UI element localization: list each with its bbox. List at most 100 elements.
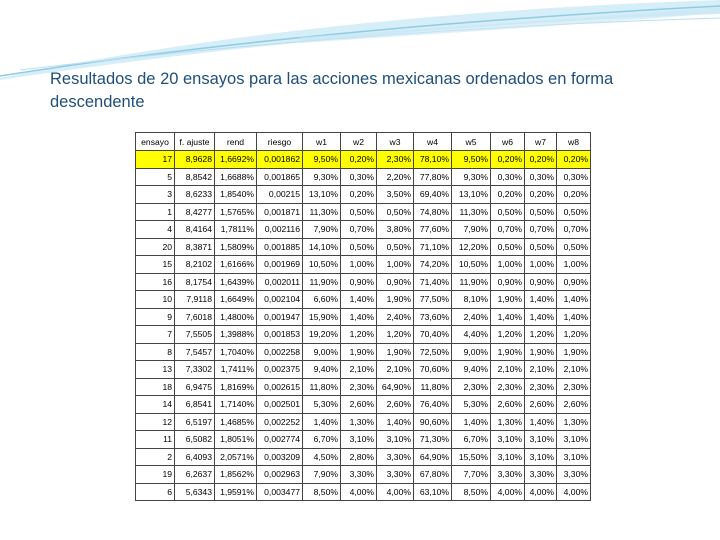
table-cell: 6,5082 xyxy=(174,430,215,449)
table-row: 8 7,5457 1,7040% 0,002258 9,00% 1,90% 1,90% 72,… xyxy=(135,342,591,361)
column-header: w4 xyxy=(413,132,452,151)
table-cell: 1,90% xyxy=(376,290,414,309)
table-cell: 1,90% xyxy=(340,342,377,361)
table-cell: 3,10% xyxy=(556,447,591,466)
table-cell: 0,30% xyxy=(490,167,525,186)
table-cell: 0,002252 xyxy=(256,412,303,431)
table-cell: 13 xyxy=(135,360,175,379)
column-header: w2 xyxy=(340,132,377,151)
table-cell: 0,002116 xyxy=(256,220,303,239)
table-cell: 1,6166% xyxy=(214,255,257,274)
table-cell: 0,50% xyxy=(376,202,414,221)
table-cell: 0,50% xyxy=(556,202,591,221)
table-cell: 9 xyxy=(135,307,175,326)
table-cell: 11,90% xyxy=(302,272,341,291)
table-cell: 0,70% xyxy=(340,220,377,239)
table-cell: 6,8541 xyxy=(174,395,215,414)
table-cell: 9,50% xyxy=(302,150,341,169)
table-cell: 2,60% xyxy=(490,395,525,414)
table-cell: 2,40% xyxy=(376,307,414,326)
table-cell: 8,2102 xyxy=(174,255,215,274)
table-cell: 1,8169% xyxy=(214,377,257,396)
table-cell: 12,20% xyxy=(451,237,491,256)
table-cell: 16 xyxy=(135,272,175,291)
table-cell: 2,10% xyxy=(340,360,377,379)
table-cell: 1,40% xyxy=(302,412,341,431)
table-cell: 8,3871 xyxy=(174,237,215,256)
table-cell: 8,6233 xyxy=(174,185,215,204)
table-cell: 6,70% xyxy=(451,430,491,449)
table-cell: 2,30% xyxy=(451,377,491,396)
table-cell: 1,20% xyxy=(340,325,377,344)
table-cell: 0,90% xyxy=(524,272,557,291)
column-header: w1 xyxy=(302,132,341,151)
table-row: 4 8,4164 1,7811% 0,002116 7,90% 0,70% 3,80% 77,… xyxy=(135,220,591,239)
table-cell: 2,30% xyxy=(490,377,525,396)
table-cell: 0,50% xyxy=(524,237,557,256)
table-cell: 2,60% xyxy=(556,395,591,414)
table-cell: 1 xyxy=(135,202,175,221)
table-row: 14 6,8541 1,7140% 0,002501 5,30% 2,60% 2,60% 76… xyxy=(135,395,591,414)
table-cell: 11,80% xyxy=(413,377,452,396)
table-cell: 1,40% xyxy=(524,412,557,431)
table-cell: 3,10% xyxy=(556,430,591,449)
table-cell: 77,80% xyxy=(413,167,452,186)
table-cell: 10 xyxy=(135,290,175,309)
table-cell: 0,002501 xyxy=(256,395,303,414)
table-cell: 4 xyxy=(135,220,175,239)
table-cell: 9,40% xyxy=(302,360,341,379)
table-cell: 0,30% xyxy=(340,167,377,186)
table-cell: 7,70% xyxy=(451,465,491,484)
table-cell: 0,20% xyxy=(490,185,525,204)
table-cell: 1,30% xyxy=(340,412,377,431)
table-cell: 10,50% xyxy=(451,255,491,274)
table-cell: 1,7811% xyxy=(214,220,257,239)
table-cell: 7,9118 xyxy=(174,290,215,309)
table-cell: 2,10% xyxy=(490,360,525,379)
table-cell: 3,10% xyxy=(376,430,414,449)
table-cell: 0,20% xyxy=(340,185,377,204)
column-header: riesgo xyxy=(256,132,303,151)
table-cell: 14,10% xyxy=(302,237,341,256)
table-cell: 63,10% xyxy=(413,482,452,501)
table-cell: 0,002011 xyxy=(256,272,303,291)
table-cell: 1,00% xyxy=(556,255,591,274)
table-cell: 7,5505 xyxy=(174,325,215,344)
table-cell: 0,50% xyxy=(490,202,525,221)
table-cell: 77,60% xyxy=(413,220,452,239)
table-cell: 3,10% xyxy=(340,430,377,449)
table-cell: 76,40% xyxy=(413,395,452,414)
table-cell: 1,00% xyxy=(524,255,557,274)
table-row: 5 8,8542 1,6688% 0,001865 9,30% 0,30% 2,20% 77,… xyxy=(135,167,591,186)
table-cell: 7,5457 xyxy=(174,342,215,361)
table-cell: 0,20% xyxy=(556,185,591,204)
swoosh-band xyxy=(299,7,720,43)
table-cell: 0,002375 xyxy=(256,360,303,379)
table-cell: 0,001853 xyxy=(256,325,303,344)
table-row: 7 7,5505 1,3988% 0,001853 19,20% 1,20% 1,20% 70… xyxy=(135,325,591,344)
table-cell: 9,40% xyxy=(451,360,491,379)
table-cell: 2,40% xyxy=(451,307,491,326)
table-cell: 1,40% xyxy=(451,412,491,431)
table-cell: 15,90% xyxy=(302,307,341,326)
table-cell: 18 xyxy=(135,377,175,396)
swoosh-line xyxy=(0,5,720,77)
table-cell: 1,90% xyxy=(556,342,591,361)
table-cell: 17 xyxy=(135,150,175,169)
table-cell: 3,30% xyxy=(556,465,591,484)
table-cell: 20 xyxy=(135,237,175,256)
table-cell: 0,002615 xyxy=(256,377,303,396)
table-cell: 3,30% xyxy=(376,447,414,466)
table-cell: 74,80% xyxy=(413,202,452,221)
table-cell: 2,60% xyxy=(340,395,377,414)
table-cell: 1,7040% xyxy=(214,342,257,361)
table-cell: 11,80% xyxy=(302,377,341,396)
table-cell: 72,50% xyxy=(413,342,452,361)
table-row: 19 6,2637 1,8562% 0,002963 7,90% 3,30% 3,30% 67… xyxy=(135,465,591,484)
table-cell: 0,003477 xyxy=(256,482,303,501)
table-row: 1 8,4277 1,5765% 0,001871 11,30% 0,50% 0,50% 74… xyxy=(135,202,591,221)
table-cell: 1,20% xyxy=(524,325,557,344)
table-cell: 1,30% xyxy=(490,412,525,431)
table-cell: 0,70% xyxy=(524,220,557,239)
table-cell: 3,30% xyxy=(376,465,414,484)
